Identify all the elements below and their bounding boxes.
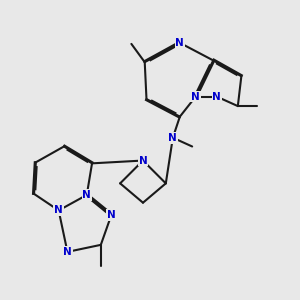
Text: N: N xyxy=(82,190,91,200)
Text: N: N xyxy=(176,38,184,48)
Text: N: N xyxy=(139,155,147,166)
Text: N: N xyxy=(54,206,63,215)
Text: N: N xyxy=(107,210,116,220)
Text: N: N xyxy=(212,92,221,102)
Text: N: N xyxy=(63,247,72,257)
Text: N: N xyxy=(191,92,200,102)
Text: N: N xyxy=(169,133,177,143)
